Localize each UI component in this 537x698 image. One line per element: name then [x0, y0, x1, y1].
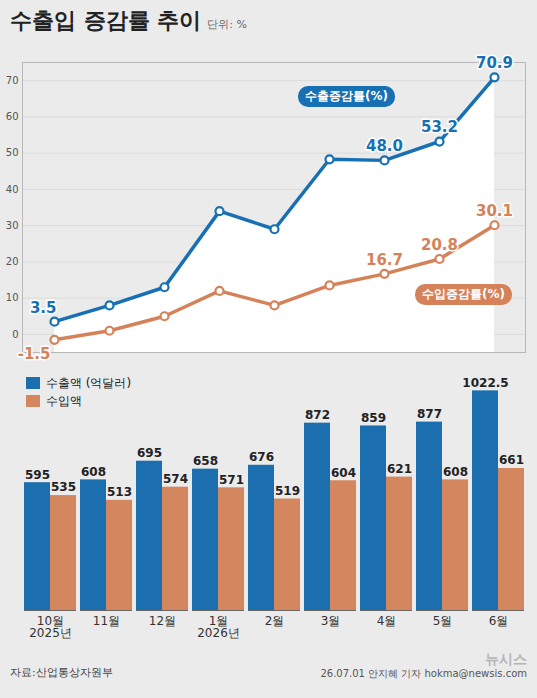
svg-text:658: 658	[193, 454, 218, 468]
svg-text:40: 40	[6, 184, 19, 195]
svg-text:16.7: 16.7	[366, 251, 403, 269]
svg-text:608: 608	[81, 465, 106, 479]
svg-text:30: 30	[6, 220, 19, 231]
svg-text:12월: 12월	[149, 614, 176, 628]
svg-text:11월: 11월	[93, 614, 120, 628]
svg-text:0: 0	[12, 329, 18, 340]
svg-text:661: 661	[499, 453, 524, 467]
svg-text:20.8: 20.8	[421, 236, 458, 254]
svg-text:70: 70	[6, 75, 19, 86]
svg-text:50: 50	[6, 147, 19, 158]
html-text:자료:산업통상자원부: 자료:산업통상자원부	[10, 666, 113, 679]
html-text:수출입 증감률 추이 단위: %: 수출입 증감률 추이 단위: %	[10, 8, 247, 33]
svg-text:5월: 5월	[433, 614, 453, 628]
svg-text:2월: 2월	[265, 614, 285, 628]
svg-text:604: 604	[331, 466, 356, 480]
svg-text:3월: 3월	[321, 614, 341, 628]
svg-text:571: 571	[219, 473, 244, 487]
svg-text:48.0: 48.0	[366, 137, 403, 155]
svg-text:535: 535	[51, 480, 76, 494]
html-text:수출액 (억달러): 수출액 (억달러)	[46, 375, 132, 390]
svg-text:574: 574	[163, 472, 188, 486]
svg-text:70.9: 70.9	[476, 54, 513, 72]
svg-text:695: 695	[137, 446, 162, 460]
svg-text:20: 20	[6, 256, 19, 267]
html-text:수입증감률(%): 수입증감률(%)	[422, 287, 505, 301]
svg-text:53.2: 53.2	[421, 118, 458, 136]
svg-text:608: 608	[443, 465, 468, 479]
svg-text:10월2025년: 10월2025년	[29, 614, 72, 640]
svg-text:3.5: 3.5	[30, 298, 57, 316]
svg-text:60: 60	[6, 111, 19, 122]
svg-text:859: 859	[361, 411, 386, 425]
html-text:26.07.01 안지혜 기자 hokma@newsis.c: 26.07.01 안지혜 기자 hokma@newsis.com	[320, 668, 527, 679]
html-text:수입액: 수입액	[46, 393, 82, 408]
svg-text:877: 877	[417, 407, 442, 421]
svg-text:30.1: 30.1	[476, 202, 513, 220]
svg-text:10: 10	[6, 292, 19, 303]
svg-text:-1.5: -1.5	[18, 345, 51, 363]
html-text:뉴시스: 뉴시스	[485, 651, 527, 667]
svg-text:1022.5: 1022.5	[462, 376, 508, 390]
svg-text:513: 513	[107, 485, 132, 499]
svg-text:595: 595	[25, 468, 50, 482]
html-text:수출증감률(%): 수출증감률(%)	[305, 89, 388, 103]
svg-text:1월2026년: 1월2026년	[197, 614, 240, 640]
svg-text:4월: 4월	[377, 614, 397, 628]
svg-text:6월: 6월	[489, 614, 509, 628]
svg-text:676: 676	[249, 450, 274, 464]
svg-text:519: 519	[275, 484, 300, 498]
svg-text:872: 872	[305, 408, 330, 422]
svg-text:621: 621	[387, 462, 412, 476]
